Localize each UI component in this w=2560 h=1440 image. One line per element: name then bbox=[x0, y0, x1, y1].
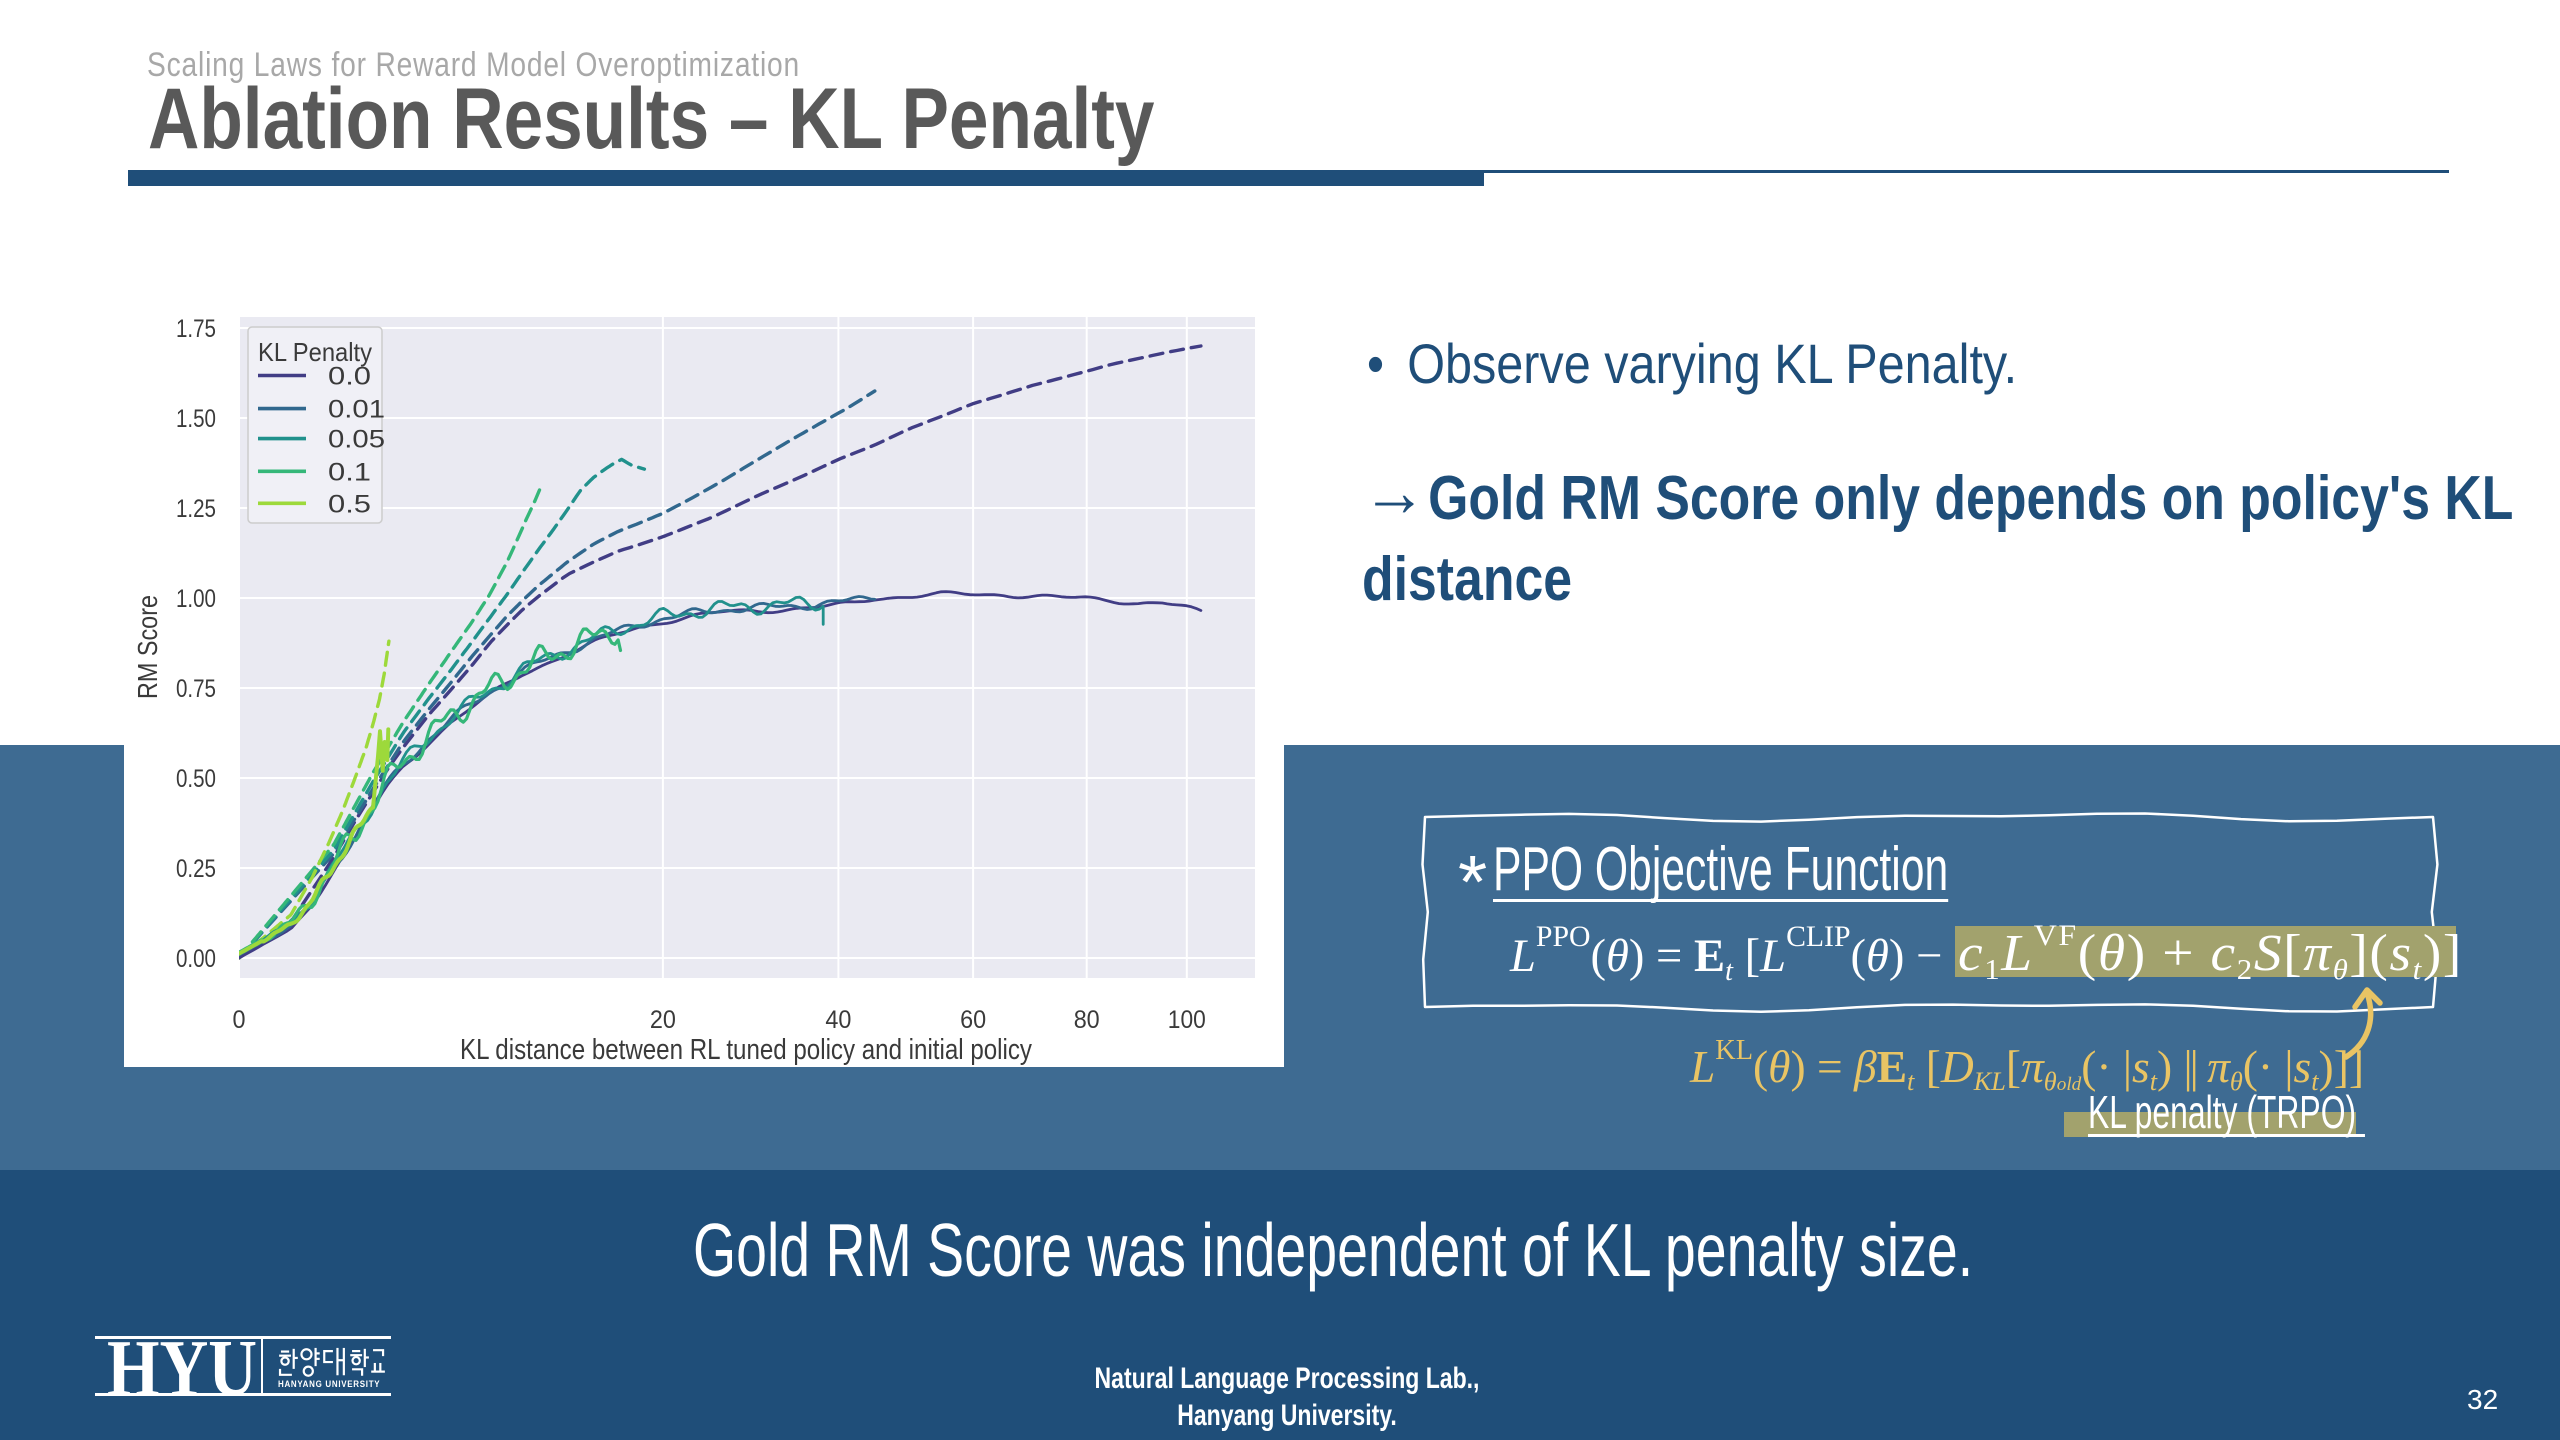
svg-text:40: 40 bbox=[825, 1006, 851, 1034]
svg-text:0.01: 0.01 bbox=[328, 396, 385, 424]
svg-text:0.25: 0.25 bbox=[176, 855, 216, 883]
svg-text:1.75: 1.75 bbox=[176, 315, 216, 343]
svg-text:0.1: 0.1 bbox=[328, 458, 371, 486]
svg-text:0.50: 0.50 bbox=[176, 765, 216, 793]
svg-text:60: 60 bbox=[960, 1006, 986, 1034]
svg-text:KL Penalty: KL Penalty bbox=[258, 337, 372, 367]
svg-text:0.00: 0.00 bbox=[176, 945, 216, 973]
svg-text:0.75: 0.75 bbox=[176, 675, 216, 703]
svg-text:1.00: 1.00 bbox=[176, 585, 216, 613]
svg-text:0: 0 bbox=[233, 1006, 246, 1034]
svg-text:1.25: 1.25 bbox=[176, 495, 216, 523]
svg-text:1.50: 1.50 bbox=[176, 405, 216, 433]
svg-text:100: 100 bbox=[1168, 1006, 1206, 1034]
svg-text:KL distance between RL tuned p: KL distance between RL tuned policy and … bbox=[460, 1034, 1032, 1066]
svg-text:20: 20 bbox=[650, 1006, 676, 1034]
svg-text:80: 80 bbox=[1074, 1006, 1100, 1034]
svg-text:0.5: 0.5 bbox=[328, 490, 371, 518]
svg-text:0.05: 0.05 bbox=[328, 426, 385, 454]
svg-text:0.0: 0.0 bbox=[328, 363, 371, 391]
svg-text:RM Score: RM Score bbox=[132, 595, 163, 699]
